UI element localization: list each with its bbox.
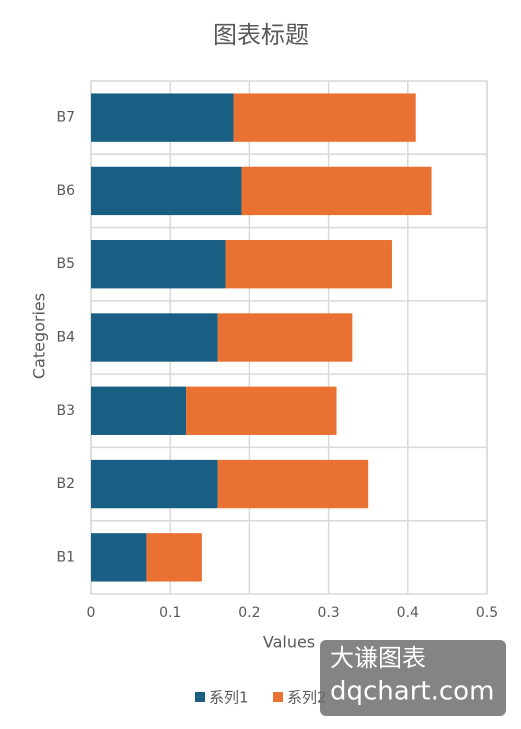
chart-title: 图表标题 bbox=[213, 21, 309, 49]
bar bbox=[186, 386, 337, 435]
y-tick-label: B6 bbox=[56, 183, 75, 199]
y-tick-label: B5 bbox=[56, 256, 75, 272]
bar bbox=[91, 166, 242, 216]
bar bbox=[217, 459, 369, 509]
x-tick-label: 0.3 bbox=[317, 605, 339, 621]
bar bbox=[217, 313, 353, 362]
x-tick-label: 0 bbox=[87, 605, 96, 621]
bar bbox=[225, 240, 392, 289]
x-axis-label: Values bbox=[263, 633, 315, 652]
x-tick-label: 0.5 bbox=[476, 605, 498, 621]
y-tick-label: B4 bbox=[56, 330, 75, 346]
y-tick-label: B2 bbox=[56, 476, 75, 492]
watermark-line2: dqchart.com bbox=[330, 677, 494, 707]
legend-label: 系列2 bbox=[287, 689, 327, 707]
watermark-box bbox=[320, 640, 506, 716]
y-tick-label: B3 bbox=[56, 403, 75, 419]
bar bbox=[91, 93, 234, 142]
x-tick-label: 0.4 bbox=[397, 605, 419, 621]
y-tick-label: B1 bbox=[56, 549, 75, 565]
bar bbox=[241, 166, 432, 216]
x-tick-label: 0.1 bbox=[159, 605, 181, 621]
x-tick-label: 0.2 bbox=[238, 605, 260, 621]
legend-swatch bbox=[273, 692, 283, 702]
bar bbox=[233, 93, 416, 142]
bar bbox=[91, 386, 187, 435]
y-tick-label: B7 bbox=[56, 110, 75, 126]
bar bbox=[91, 313, 218, 362]
bar bbox=[91, 459, 218, 509]
legend-label: 系列1 bbox=[209, 689, 249, 707]
bar bbox=[146, 533, 202, 582]
watermark-line1: 大谦图表 bbox=[330, 644, 426, 672]
bar bbox=[91, 240, 226, 289]
legend-swatch bbox=[195, 692, 205, 702]
y-axis-label: Categories bbox=[30, 293, 49, 379]
bar bbox=[91, 533, 147, 582]
